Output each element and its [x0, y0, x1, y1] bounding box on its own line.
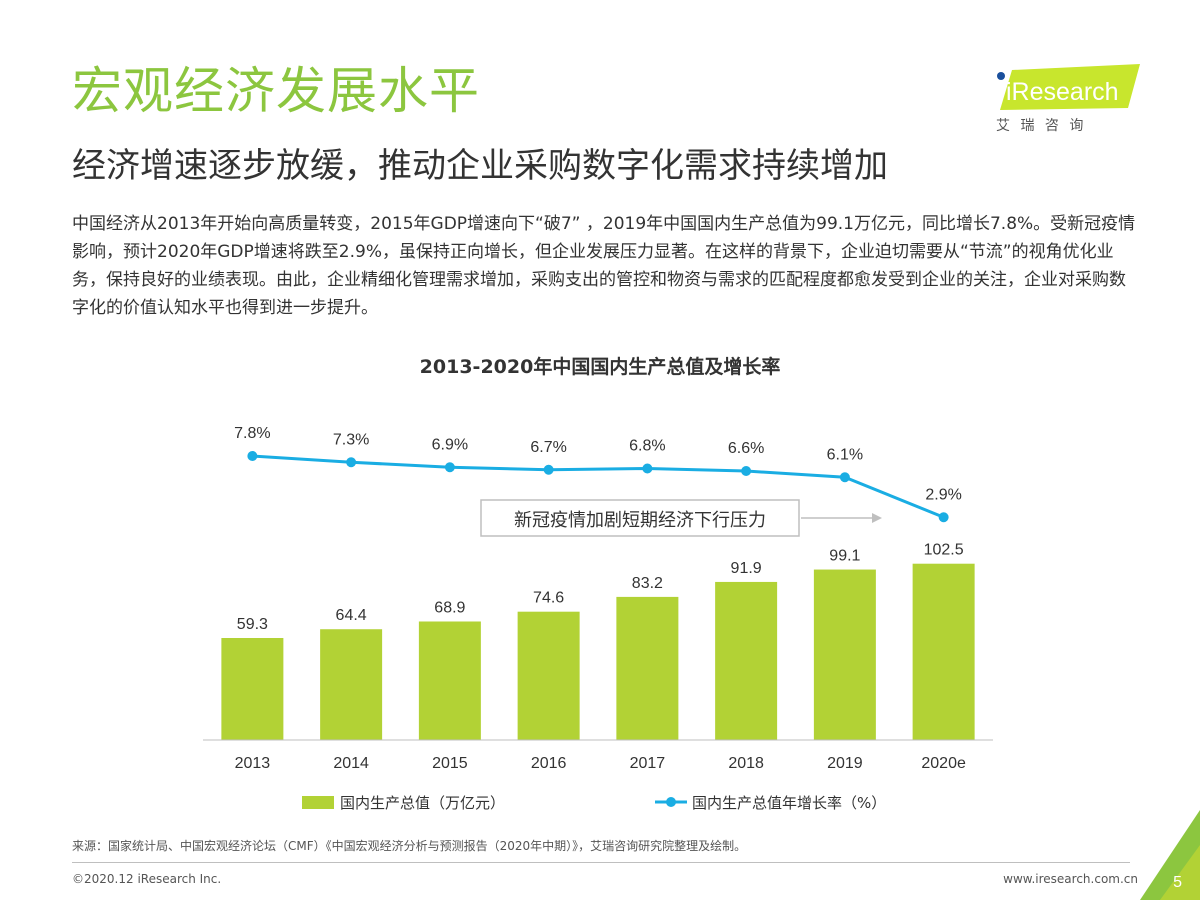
- growth-label-2018: 6.6%: [728, 440, 764, 457]
- growth-label-2020e: 2.9%: [925, 486, 961, 503]
- bar-label-2015: 68.9: [434, 599, 465, 616]
- growth-point-2016: [543, 464, 554, 475]
- growth-point-2018: [741, 466, 752, 476]
- page-subtitle: 经济增速逐步放缓，推动企业采购数字化需求持续增加: [72, 146, 888, 186]
- annotation-arrowhead: [872, 513, 882, 523]
- x-tick-2017: 2017: [630, 755, 666, 772]
- legend-line-marker: [666, 797, 676, 807]
- logo-wordmark: iResearch: [1006, 78, 1119, 106]
- bar-2018: [715, 581, 778, 740]
- growth-point-2014: [346, 457, 357, 468]
- page-title: 宏观经济发展水平: [72, 62, 480, 120]
- chart-title: 2013-2020年中国国内生产总值及增长率: [419, 356, 781, 378]
- bar-label-2020e: 102.5: [924, 542, 964, 559]
- x-tick-2015: 2015: [432, 755, 468, 772]
- gdp-chart: 59.3 2013 64.4 2014 68.9 2015 74.6 2016 83.2 2017…: [203, 425, 993, 812]
- x-tick-2016: 2016: [531, 755, 567, 772]
- growth-label-2019: 6.1%: [827, 446, 863, 463]
- bar-2015: [418, 621, 481, 740]
- annotation-text: 新冠疫情加剧短期经济下行压力: [514, 510, 766, 531]
- growth-label-2013: 7.8%: [234, 425, 270, 442]
- growth-point-2015: [444, 462, 455, 473]
- legend-bar-label: 国内生产总值（万亿元）: [340, 794, 505, 812]
- annotation: 新冠疫情加剧短期经济下行压力: [480, 499, 882, 537]
- x-tick-2014: 2014: [333, 755, 369, 772]
- bar-2016: [517, 611, 580, 740]
- bar-label-2017: 83.2: [632, 575, 663, 592]
- bar-label-2018: 91.9: [731, 560, 762, 577]
- bar-2019: [813, 569, 876, 740]
- growth-point-2019: [839, 472, 850, 483]
- legend-bar-swatch: [302, 796, 334, 809]
- legend-line-label: 国内生产总值年增长率（%）: [692, 794, 886, 812]
- page-number: 5: [1173, 874, 1182, 891]
- bar-label-2019: 99.1: [829, 548, 860, 565]
- x-tick-2013: 2013: [235, 755, 271, 772]
- growth-point-2017: [642, 463, 653, 474]
- x-tick-2020e: 2020e: [921, 755, 966, 772]
- bar-label-2013: 59.3: [237, 616, 268, 633]
- website-link[interactable]: www.iresearch.com.cn: [1003, 872, 1138, 886]
- growth-point-2013: [247, 451, 258, 461]
- iresearch-logo: iResearch 艾 瑞 咨 询: [996, 64, 1140, 134]
- copyright: ©2020.12 iResearch Inc.: [72, 872, 222, 886]
- logo-tagline: 艾 瑞 咨 询: [996, 118, 1086, 134]
- bar-2013: [221, 638, 284, 740]
- chart-legend: 国内生产总值（万亿元） 国内生产总值年增长率（%）: [302, 794, 886, 812]
- bar-2017: [616, 596, 679, 740]
- x-tick-2018: 2018: [728, 755, 764, 772]
- bar-label-2016: 74.6: [533, 590, 564, 607]
- bar-2014: [320, 629, 383, 740]
- x-tick-2019: 2019: [827, 755, 863, 772]
- bar-2020e: [912, 563, 975, 740]
- growth-point-2020e: [938, 512, 949, 523]
- source-note: 来源：国家统计局、中国宏观经济论坛（CMF）《中国宏观经济分析与预测报告（202…: [72, 839, 747, 853]
- growth-label-2015: 6.9%: [432, 436, 468, 453]
- corner-decoration: [1140, 810, 1200, 900]
- growth-label-2017: 6.8%: [629, 438, 665, 455]
- footer-divider: [72, 862, 1130, 863]
- growth-line: [252, 454, 945, 519]
- intro-paragraph: 中国经济从2013年开始向高质量转变，2015年GDP增速向下“破7” ，201…: [72, 214, 1136, 318]
- growth-label-2014: 7.3%: [333, 431, 369, 448]
- growth-label-2016: 6.7%: [530, 439, 566, 456]
- bar-label-2014: 64.4: [336, 607, 367, 624]
